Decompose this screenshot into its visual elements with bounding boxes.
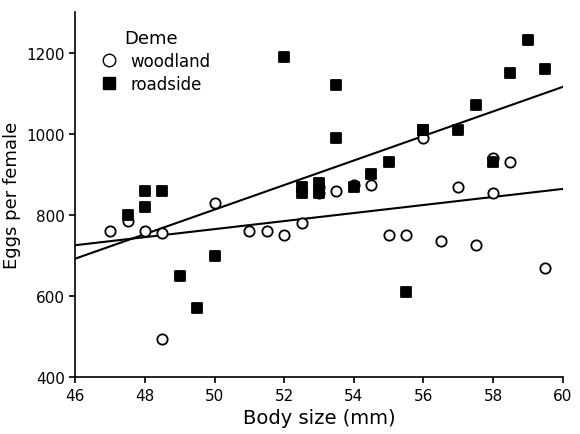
- Legend: woodland, roadside: woodland, roadside: [84, 21, 219, 102]
- Point: [158, 188, 167, 195]
- Point: [140, 228, 150, 235]
- Point: [175, 273, 184, 280]
- Point: [436, 238, 445, 245]
- Point: [332, 188, 341, 195]
- Point: [488, 159, 498, 166]
- Point: [297, 184, 306, 191]
- Point: [262, 228, 271, 235]
- Point: [419, 135, 428, 142]
- Point: [488, 190, 498, 197]
- Point: [332, 82, 341, 89]
- Point: [314, 190, 324, 197]
- Point: [384, 159, 393, 166]
- Point: [297, 220, 306, 227]
- Point: [314, 190, 324, 197]
- Point: [384, 232, 393, 239]
- Point: [349, 184, 358, 191]
- Point: [506, 159, 515, 166]
- Point: [349, 182, 358, 189]
- Point: [541, 66, 550, 73]
- Point: [314, 180, 324, 187]
- Point: [245, 228, 254, 235]
- Point: [506, 70, 515, 77]
- Point: [471, 103, 480, 110]
- Point: [280, 232, 289, 239]
- Point: [454, 127, 463, 134]
- X-axis label: Body size (mm): Body size (mm): [242, 408, 396, 427]
- Point: [140, 204, 150, 211]
- Point: [140, 188, 150, 195]
- Y-axis label: Eggs per female: Eggs per female: [3, 122, 21, 269]
- Point: [297, 190, 306, 197]
- Point: [541, 265, 550, 272]
- Point: [123, 212, 132, 219]
- Point: [454, 184, 463, 191]
- Point: [401, 232, 411, 239]
- Point: [314, 184, 324, 191]
- Point: [158, 230, 167, 237]
- Point: [419, 127, 428, 134]
- Point: [419, 127, 428, 134]
- Point: [106, 228, 115, 235]
- Point: [367, 171, 376, 178]
- Point: [193, 305, 202, 312]
- Point: [280, 54, 289, 61]
- Point: [488, 155, 498, 162]
- Point: [523, 38, 532, 45]
- Point: [210, 200, 219, 207]
- Point: [367, 182, 376, 189]
- Point: [158, 335, 167, 342]
- Point: [210, 253, 219, 260]
- Point: [332, 135, 341, 142]
- Point: [471, 243, 480, 250]
- Point: [401, 289, 411, 296]
- Point: [123, 218, 132, 225]
